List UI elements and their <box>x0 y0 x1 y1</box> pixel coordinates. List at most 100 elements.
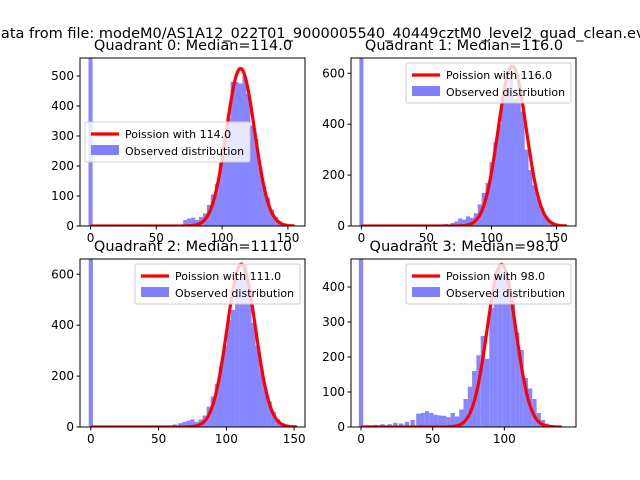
histogram-bar <box>271 411 276 427</box>
histogram-bar <box>393 422 398 427</box>
histogram-bar <box>515 332 520 427</box>
legend-observed-swatch <box>412 287 440 297</box>
x-tick-label: 150 <box>283 432 306 446</box>
x-tick-label: 0 <box>358 231 366 245</box>
legend-observed-label: Observed distribution <box>446 86 565 99</box>
histogram-bar <box>433 414 438 427</box>
legend-poisson-label: Poission with 111.0 <box>175 270 281 283</box>
histogram-bar <box>359 58 364 226</box>
histogram-bar <box>251 322 256 427</box>
histogram-bar <box>235 279 240 427</box>
histogram-bar <box>183 220 188 226</box>
y-tick-label: 300 <box>322 315 345 329</box>
histogram-bar <box>493 271 498 427</box>
histogram-bar <box>214 383 219 427</box>
legend-observed-label: Observed distribution <box>446 287 565 300</box>
histogram-bar <box>178 423 183 427</box>
x-tick-label: 50 <box>151 432 166 446</box>
histogram-bar <box>528 170 533 226</box>
legend-observed-swatch <box>141 287 169 297</box>
histogram-bar <box>520 111 525 226</box>
histogram-bar <box>218 163 223 226</box>
x-tick-label: 0 <box>87 432 95 446</box>
axes-frame <box>79 57 306 227</box>
x-tick-label: 150 <box>276 231 299 245</box>
y-tick-label: 400 <box>322 280 345 294</box>
legend-box <box>405 263 572 305</box>
plot-area <box>358 259 563 427</box>
x-tick-label: 100 <box>211 231 234 245</box>
histogram-bar <box>458 218 463 226</box>
quadrant-2-title: Quadrant 2: Median=111.0 <box>94 239 292 255</box>
x-tick-label: 50 <box>425 432 440 446</box>
quadrant-0-title: Quadrant 0: Median=114.0 <box>94 38 292 54</box>
histogram-bar <box>489 162 494 226</box>
x-tick-label: 50 <box>149 231 164 245</box>
histogram-bar <box>459 409 464 427</box>
histogram-bar <box>262 187 267 226</box>
histogram-bar <box>210 396 215 427</box>
histogram-bar <box>210 194 215 226</box>
poisson-curve <box>360 262 563 427</box>
histogram-bar <box>254 139 259 226</box>
histogram-bar <box>463 399 468 427</box>
histogram-bar <box>454 221 459 226</box>
legend-observed-swatch <box>91 145 119 155</box>
x-tick-label: 100 <box>493 432 516 446</box>
quadrant-1-title: Quadrant 1: Median=116.0 <box>365 38 563 54</box>
legend-box <box>405 62 572 104</box>
histogram-bar <box>466 216 471 226</box>
histogram-bar <box>231 309 236 427</box>
histogram-bar <box>190 419 195 427</box>
histogram-bar <box>519 350 524 427</box>
histogram-bar <box>255 345 260 427</box>
legend-observed-label: Observed distribution <box>175 287 294 300</box>
x-tick-label: 100 <box>480 231 503 245</box>
histogram-bar <box>88 259 93 427</box>
legend-poisson-label: Poission with 114.0 <box>125 128 231 141</box>
histogram-bar <box>410 420 415 427</box>
y-tick-label: 600 <box>51 267 74 281</box>
legend: Poission with 111.0 Observed distribution <box>134 263 301 305</box>
histogram-bar <box>424 411 430 427</box>
y-tick-label: 100 <box>322 385 345 399</box>
x-tick-label: 0 <box>357 432 365 446</box>
y-tick-label: 400 <box>322 117 345 131</box>
legend-box <box>84 121 251 163</box>
figure-suptitle: Data from file: modeM0/AS1A12_022T01_900… <box>0 26 640 42</box>
histogram-bar <box>524 149 529 226</box>
histogram-bar <box>437 415 442 427</box>
histogram-bar <box>523 378 528 427</box>
histogram-bar <box>505 88 510 226</box>
histogram-bar <box>226 118 231 226</box>
plot-area <box>88 259 298 427</box>
histogram-bar <box>502 276 507 427</box>
axes-frame <box>350 57 577 227</box>
histogram-bar <box>442 415 447 427</box>
histogram-bar <box>480 336 485 427</box>
histogram-bar <box>493 142 498 226</box>
histogram-bar <box>506 280 511 427</box>
histogram-bar <box>243 264 248 427</box>
histogram-bar <box>250 125 255 226</box>
histogram-bar <box>222 134 227 226</box>
legend-poisson-label: Poission with 98.0 <box>446 270 545 283</box>
quadrant-2-panel: 0 50 100 150 0 200 400 600 Poission with 111.0 Ob… <box>51 239 306 446</box>
axes-frame <box>350 258 577 428</box>
legend-poisson-label: Poission with 116.0 <box>446 69 552 82</box>
histogram-bar <box>404 421 410 427</box>
axes-frame <box>79 258 306 428</box>
histogram-bar <box>214 184 219 226</box>
histogram-bar <box>540 208 545 226</box>
histogram-bar <box>191 217 196 226</box>
histogram-bar <box>186 420 191 427</box>
histogram-bar <box>454 416 460 427</box>
histogram-bar <box>446 417 451 427</box>
histogram-bar <box>420 413 425 427</box>
histogram-bar <box>467 386 473 427</box>
legend: Poission with 116.0 Observed distribution <box>405 62 572 104</box>
y-tick-label: 600 <box>322 66 345 80</box>
y-tick-label: 0 <box>66 219 74 233</box>
histogram-bar <box>259 368 264 427</box>
